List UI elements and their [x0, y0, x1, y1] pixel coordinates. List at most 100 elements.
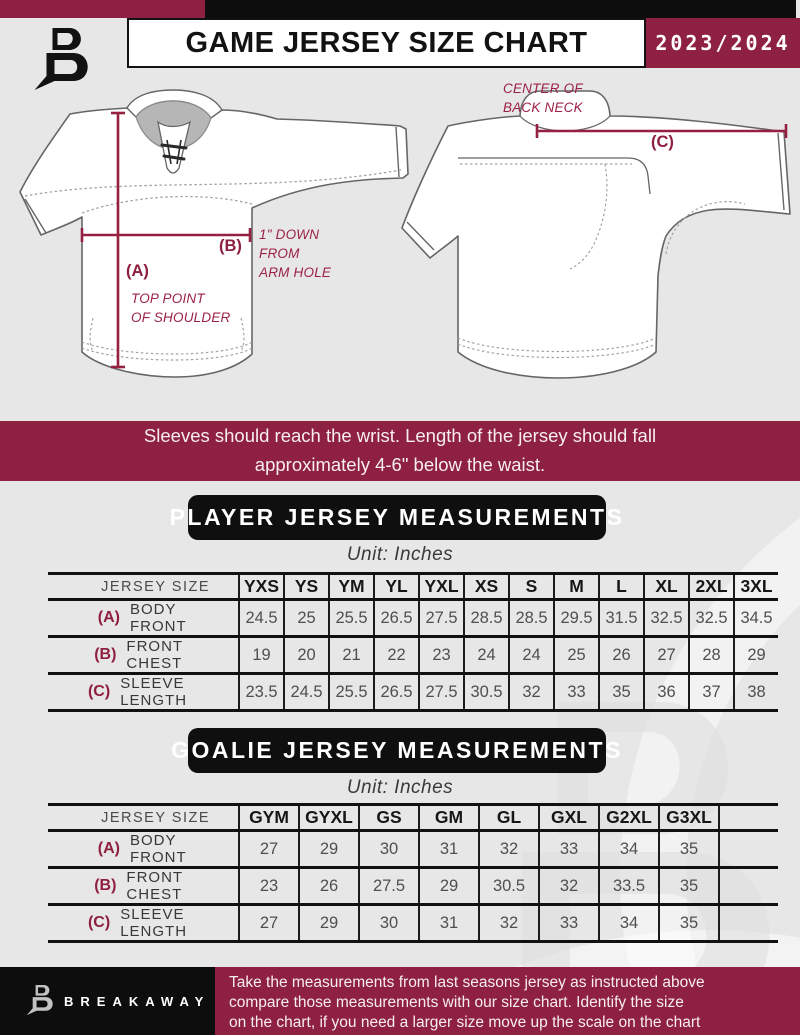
measure-cell: 27	[238, 906, 298, 940]
player-body-front-row: (A) BODY FRONT 24.5 25 25.5 26.5 27.5 28…	[48, 601, 778, 638]
player-section-title: PLAYER JERSEY MEASUREMENTS	[169, 504, 625, 530]
measure-cell: 36	[643, 675, 688, 709]
measure-cell: 26	[598, 638, 643, 672]
measure-cell: 24	[463, 638, 508, 672]
measure-cell: 26.5	[373, 675, 418, 709]
page-title-box: GAME JERSEY SIZE CHART	[127, 18, 646, 68]
row-name: SLEEVE LENGTH	[120, 906, 188, 940]
goalie-size-header: G3XL	[658, 806, 718, 829]
row-label-cell: (B) FRONT CHEST	[48, 869, 238, 903]
breakaway-logo-icon	[22, 979, 56, 1028]
footer-brand-box: BREAKAWAY	[0, 967, 215, 1035]
measure-cell: 33	[538, 906, 598, 940]
measure-cell: 24	[508, 638, 553, 672]
measure-cell: 24.5	[283, 675, 328, 709]
measure-cell: 29.5	[553, 601, 598, 635]
back-jersey-diagram	[401, 90, 791, 379]
row-label-cell: (A) BODY FRONT	[48, 832, 238, 866]
measure-cell: 27.5	[418, 601, 463, 635]
player-size-header: YL	[373, 575, 418, 598]
measure-cell: 20	[283, 638, 328, 672]
player-size-header: YXL	[418, 575, 463, 598]
measure-cell: 38	[733, 675, 778, 709]
page-title: GAME JERSEY SIZE CHART	[185, 26, 588, 59]
player-size-header: XS	[463, 575, 508, 598]
goalie-size-header: GS	[358, 806, 418, 829]
measure-cell: 23	[238, 869, 298, 903]
player-size-header: 3XL	[733, 575, 778, 598]
label-b: (B)	[219, 237, 242, 255]
measure-cell: 34	[598, 832, 658, 866]
measure-cell: 32.5	[688, 601, 733, 635]
measure-cell: 35	[658, 832, 718, 866]
header-black-strip	[205, 0, 796, 18]
row-name: FRONT CHEST	[126, 869, 183, 903]
measure-cell: 35	[598, 675, 643, 709]
fit-note-text: Sleeves should reach the wrist. Length o…	[143, 425, 657, 475]
measure-cell: 24.5	[238, 601, 283, 635]
row-key: (A)	[97, 609, 120, 626]
goalie-front-chest-row: (B) FRONT CHEST 23 26 27.5 29 30.5 32 33…	[48, 869, 778, 906]
goalie-empty-cell	[718, 806, 778, 829]
footer-instructions: Take the measurements from last seasons …	[229, 974, 705, 1031]
goalie-body-front-row: (A) BODY FRONT 27 29 30 31 32 33 34 35	[48, 832, 778, 869]
breakaway-logo-icon	[22, 26, 97, 101]
fit-note-banner: Sleeves should reach the wrist. Length o…	[0, 421, 800, 481]
measure-cell: 28.5	[508, 601, 553, 635]
player-header-row: JERSEY SIZE YXS YS YM YL YXL XS S M L XL…	[48, 575, 778, 601]
goalie-size-table: JERSEY SIZE GYM GYXL GS GM GL GXL G2XL G…	[48, 803, 778, 943]
label-a: (A)	[126, 262, 149, 280]
measure-cell: 27.5	[358, 869, 418, 903]
measure-cell: 30	[358, 832, 418, 866]
measure-cell: 25	[553, 638, 598, 672]
brand-name: BREAKAWAY	[64, 994, 211, 1009]
goalie-size-header: GYM	[238, 806, 298, 829]
goalie-empty-cell	[718, 869, 778, 903]
goalie-unit-text: Unit: Inches	[346, 777, 454, 798]
measure-cell: 32	[478, 832, 538, 866]
measure-cell: 33	[553, 675, 598, 709]
goalie-size-header: G2XL	[598, 806, 658, 829]
goalie-corner-cell: JERSEY SIZE	[48, 806, 238, 829]
measure-cell: 30.5	[478, 869, 538, 903]
measure-cell: 27	[643, 638, 688, 672]
player-size-header: L	[598, 575, 643, 598]
player-size-header: M	[553, 575, 598, 598]
row-key: (B)	[94, 646, 117, 663]
row-name: SLEEVE LENGTH	[120, 675, 188, 709]
front-jersey-diagram	[19, 89, 409, 378]
player-unit: Unit: Inches	[0, 544, 800, 566]
note-arm-hole: 1" DOWN FROM ARM HOLE	[259, 227, 332, 281]
goalie-size-header: GXL	[538, 806, 598, 829]
row-name: BODY FRONT	[129, 601, 187, 635]
measure-cell: 34	[598, 906, 658, 940]
row-key: (B)	[94, 877, 117, 894]
measure-cell: 29	[298, 906, 358, 940]
player-corner-cell: JERSEY SIZE	[48, 575, 238, 598]
row-name: BODY FRONT	[129, 832, 187, 866]
player-section-title-pill: PLAYER JERSEY MEASUREMENTS	[170, 495, 622, 540]
measure-cell: 27	[238, 832, 298, 866]
measure-cell: 25.5	[328, 675, 373, 709]
footer-instructions-box: Take the measurements from last seasons …	[215, 967, 800, 1035]
goalie-unit: Unit: Inches	[0, 777, 800, 799]
row-label-cell: (B) FRONT CHEST	[48, 638, 238, 672]
player-size-header: XL	[643, 575, 688, 598]
measure-cell: 23	[418, 638, 463, 672]
goalie-size-header: GL	[478, 806, 538, 829]
player-size-header: YXS	[238, 575, 283, 598]
measure-cell: 32	[508, 675, 553, 709]
row-key: (C)	[87, 683, 111, 700]
season-label: 2023/2024	[655, 31, 791, 55]
measure-cell: 28	[688, 638, 733, 672]
measure-cell: 29	[418, 869, 478, 903]
measure-cell: 30	[358, 906, 418, 940]
measure-cell: 19	[238, 638, 283, 672]
measure-cell: 21	[328, 638, 373, 672]
measure-cell: 37	[688, 675, 733, 709]
measure-cell: 31	[418, 832, 478, 866]
row-label-cell: (C) SLEEVE LENGTH	[48, 906, 238, 940]
season-badge: 2023/2024	[646, 18, 800, 68]
measure-cell: 35	[658, 906, 718, 940]
